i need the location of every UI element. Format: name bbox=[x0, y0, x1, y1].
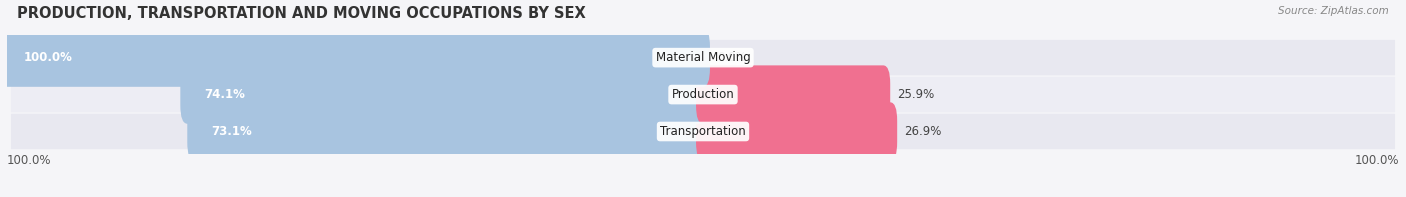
FancyBboxPatch shape bbox=[0, 28, 710, 87]
Text: 0.0%: 0.0% bbox=[717, 51, 747, 64]
Text: Source: ZipAtlas.com: Source: ZipAtlas.com bbox=[1278, 6, 1389, 16]
FancyBboxPatch shape bbox=[11, 77, 1395, 112]
Text: Transportation: Transportation bbox=[661, 125, 745, 138]
FancyBboxPatch shape bbox=[11, 114, 1395, 149]
FancyBboxPatch shape bbox=[696, 102, 897, 161]
Text: 100.0%: 100.0% bbox=[24, 51, 73, 64]
Text: Production: Production bbox=[672, 88, 734, 101]
Text: 25.9%: 25.9% bbox=[897, 88, 935, 101]
FancyBboxPatch shape bbox=[696, 65, 890, 124]
Text: 100.0%: 100.0% bbox=[1354, 154, 1399, 167]
Text: 74.1%: 74.1% bbox=[204, 88, 245, 101]
FancyBboxPatch shape bbox=[180, 65, 710, 124]
Text: Material Moving: Material Moving bbox=[655, 51, 751, 64]
FancyBboxPatch shape bbox=[11, 40, 1395, 75]
Text: 26.9%: 26.9% bbox=[904, 125, 942, 138]
Text: PRODUCTION, TRANSPORTATION AND MOVING OCCUPATIONS BY SEX: PRODUCTION, TRANSPORTATION AND MOVING OC… bbox=[17, 6, 586, 21]
Text: 100.0%: 100.0% bbox=[7, 154, 52, 167]
FancyBboxPatch shape bbox=[187, 102, 710, 161]
Text: 73.1%: 73.1% bbox=[211, 125, 252, 138]
